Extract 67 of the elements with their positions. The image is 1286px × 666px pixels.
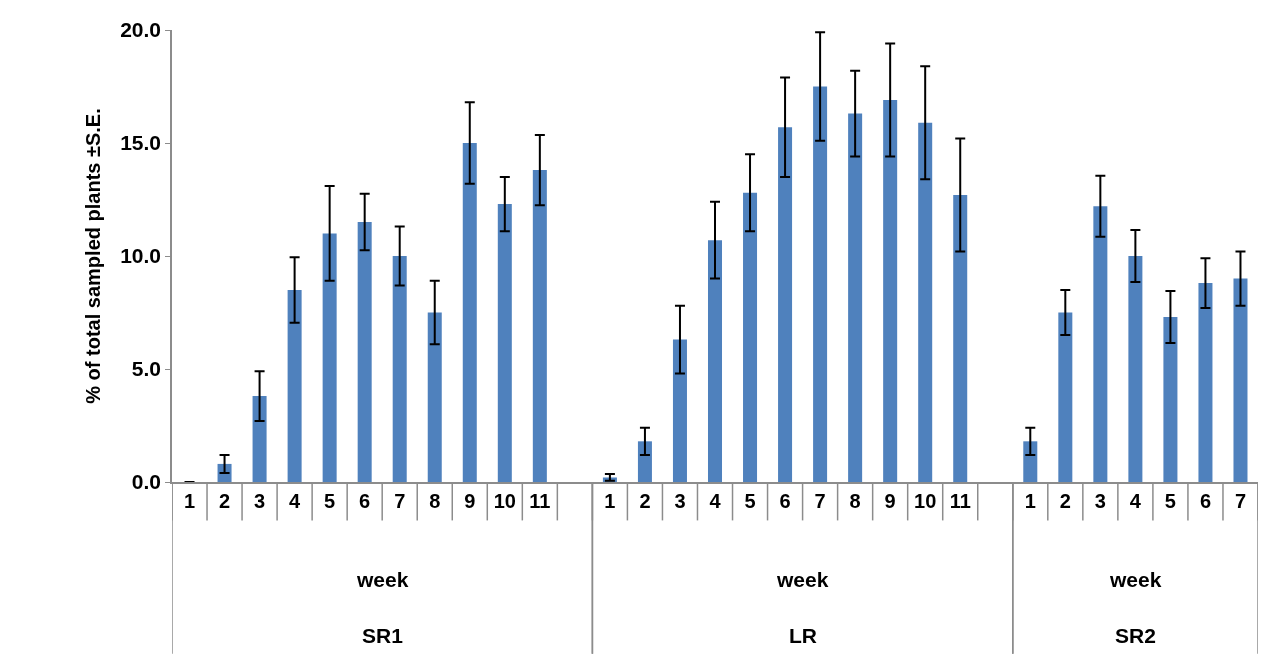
bar bbox=[392, 256, 407, 482]
x-tick-label: 2 bbox=[218, 489, 231, 512]
y-tick-label: 20.0 bbox=[120, 18, 162, 42]
text: week bbox=[776, 568, 829, 591]
bar bbox=[252, 396, 267, 482]
x-tick-label: 10 bbox=[493, 489, 516, 512]
bar bbox=[1058, 312, 1073, 482]
x-tick-label: 9 bbox=[464, 489, 476, 512]
y-tick-label: 10.0 bbox=[120, 244, 162, 268]
x-tick-label: 7 bbox=[814, 489, 826, 512]
x-tick-label: 2 bbox=[639, 489, 651, 512]
x-tick-label: 1 bbox=[1024, 489, 1036, 512]
text: SR1 bbox=[362, 624, 404, 647]
bar bbox=[1023, 441, 1038, 482]
bar bbox=[918, 122, 933, 482]
bar bbox=[1093, 206, 1108, 482]
x-tick-label: 6 bbox=[1199, 489, 1212, 512]
x-tick-label: 8 bbox=[429, 489, 441, 512]
x-tick-label: 4 bbox=[709, 489, 722, 512]
x-tick-label: 6 bbox=[359, 489, 371, 512]
bar bbox=[1128, 256, 1143, 482]
x-tick-label: 1 bbox=[604, 489, 616, 512]
x-tick-label: 5 bbox=[1164, 489, 1176, 512]
x-tick-label: 8 bbox=[849, 489, 861, 512]
bar bbox=[778, 127, 793, 482]
bar bbox=[357, 222, 372, 482]
text: SR2 bbox=[1115, 624, 1156, 647]
bar bbox=[427, 312, 442, 482]
x-tick-label: 1 bbox=[183, 489, 196, 512]
text: week bbox=[1109, 568, 1162, 591]
bar bbox=[953, 194, 968, 482]
bar bbox=[462, 143, 477, 482]
x-tick-label: 4 bbox=[289, 489, 302, 512]
x-tick-label: 2 bbox=[1059, 489, 1071, 512]
bar bbox=[1233, 278, 1248, 482]
x-tick-label: 9 bbox=[884, 489, 896, 512]
x-tick-label: 10 bbox=[914, 489, 937, 512]
y-axis-title: % of total sampled plants ±S.E. bbox=[82, 108, 105, 404]
x-tick-label: 5 bbox=[324, 489, 336, 512]
text: LR bbox=[789, 624, 817, 647]
x-tick-label: 4 bbox=[1129, 489, 1142, 512]
bar bbox=[848, 113, 863, 482]
bar bbox=[637, 441, 652, 482]
y-tick-label: 15.0 bbox=[120, 131, 162, 155]
x-tick-label: 5 bbox=[744, 489, 756, 512]
y-tick-label: 0.0 bbox=[131, 470, 162, 494]
bar bbox=[532, 170, 547, 482]
text: week bbox=[356, 568, 409, 591]
x-tick-label: 11 bbox=[949, 489, 971, 512]
bar bbox=[707, 240, 723, 482]
bar bbox=[322, 233, 337, 482]
bar bbox=[883, 100, 898, 482]
x-tick-label: 11 bbox=[529, 489, 551, 512]
y-tick-label: 5.0 bbox=[131, 357, 162, 381]
bar bbox=[287, 289, 302, 482]
bar bbox=[813, 86, 828, 482]
bar bbox=[743, 192, 758, 482]
x-tick-label: 6 bbox=[779, 489, 791, 512]
x-tick-label: 7 bbox=[394, 489, 406, 512]
bar bbox=[497, 204, 512, 482]
bar bbox=[1198, 283, 1213, 482]
x-tick-label: 3 bbox=[1094, 489, 1106, 512]
x-tick-label: 3 bbox=[674, 489, 686, 512]
bar bbox=[672, 339, 687, 482]
bar bbox=[1163, 317, 1178, 482]
x-tick-label: 7 bbox=[1234, 489, 1247, 512]
x-tick-label: 3 bbox=[254, 489, 266, 512]
